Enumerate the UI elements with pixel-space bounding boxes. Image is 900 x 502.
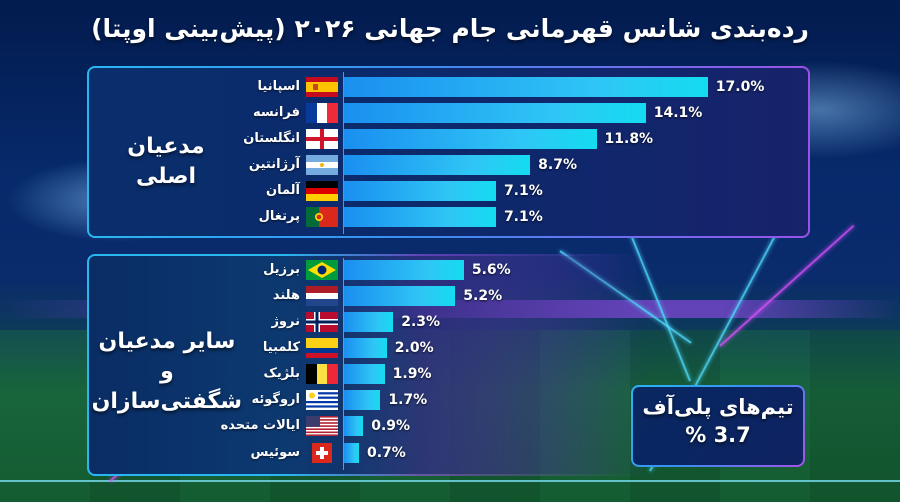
belgium-flag-icon (306, 364, 338, 384)
main-contenders-label: مدعیان اصلی (127, 134, 205, 189)
bar (344, 129, 597, 149)
bar-row: آلمان 7.1% (0, 180, 900, 205)
country-label: کلمبیا (262, 340, 300, 355)
country-label: بلژیک (263, 366, 300, 381)
chart-title: رده‌بندی شانس قهرمانی جام جهانی ۲۰۲۶ (پی… (91, 14, 809, 43)
bar-row: آرژانتین 8.7% (0, 154, 900, 179)
other-contenders-label: سایر مدعیان و شگفتی‌سازان (92, 327, 242, 417)
bar-row: نروژ 2.3% (0, 311, 900, 336)
bar (344, 312, 394, 332)
france-flag-icon (306, 103, 338, 123)
bar (344, 181, 496, 201)
bar-row: بلژیک 1.9% (0, 363, 900, 388)
country-label: هلند (272, 288, 300, 303)
bar-row: هلند 5.2% (0, 285, 900, 310)
other-contenders-label-line2: و شگفتی‌سازان (91, 359, 242, 414)
value-label: 7.1% (503, 183, 543, 199)
value-label: 5.2% (463, 288, 503, 304)
uruguay-flag-icon (306, 390, 338, 410)
bar-row: کلمبیا 2.0% (0, 337, 900, 362)
switzerland-flag-icon (306, 443, 338, 463)
bar (344, 416, 364, 436)
value-label: 0.7% (366, 445, 406, 461)
playoff-teams-box: تیم‌های پلی‌آف % 3.7 (631, 385, 805, 467)
value-label: 14.1% (653, 105, 703, 121)
germany-flag-icon (306, 181, 338, 201)
bar (344, 103, 646, 123)
usa-flag-icon (306, 416, 338, 436)
value-label: 8.7% (538, 157, 577, 173)
value-label: 17.0% (715, 79, 765, 95)
other-contenders-label-line1: سایر مدعیان (98, 329, 236, 354)
bar-row: فرانسه 14.1% (0, 102, 900, 127)
country-label: اسپانیا (257, 79, 301, 94)
bar (344, 77, 708, 97)
bar (344, 338, 387, 358)
spain-flag-icon (306, 77, 338, 97)
country-label: اروگوئه (251, 392, 301, 407)
bar (344, 390, 381, 410)
netherlands-flag-icon (306, 286, 338, 306)
country-label: آرژانتین (248, 157, 300, 172)
value-label: 11.8% (604, 131, 654, 147)
country-label: نروژ (271, 314, 300, 329)
bar (344, 260, 464, 280)
bar-row: ایالات متحده 0.9% (0, 415, 900, 440)
bar (344, 364, 385, 384)
value-label: 0.9% (371, 418, 411, 434)
bar-row: سوئیس 0.7% (0, 442, 900, 467)
bar (344, 443, 359, 463)
country-label: انگلستان (243, 131, 300, 146)
portugal-flag-icon (306, 207, 338, 227)
bar (344, 286, 456, 306)
bar-row: پرتغال 7.1% (0, 206, 900, 231)
country-label: فرانسه (252, 105, 300, 120)
value-label: 7.1% (503, 209, 543, 225)
bar-row: برزیل 5.6% (0, 259, 900, 284)
country-label: برزیل (263, 262, 300, 277)
bar (344, 207, 496, 227)
playoff-label: تیم‌های پلی‌آف (642, 395, 794, 419)
country-label: پرتغال (258, 209, 300, 224)
country-label: ایالات متحده (220, 418, 300, 433)
argentina-flag-icon (306, 155, 338, 175)
value-label: 2.3% (401, 314, 441, 330)
value-label: 5.6% (471, 262, 511, 278)
bar-row: انگلستان 11.8% (0, 128, 900, 153)
axis-line-other (343, 258, 344, 470)
country-label: سوئیس (250, 445, 301, 460)
playoff-value: % 3.7 (685, 423, 751, 447)
norway-flag-icon (306, 312, 338, 332)
colombia-flag-icon (306, 338, 338, 358)
value-label: 1.9% (392, 366, 432, 382)
country-label: آلمان (265, 183, 300, 198)
brazil-flag-icon (306, 260, 338, 280)
bar-row: اروگوئه 1.7% (0, 389, 900, 414)
value-label: 2.0% (394, 340, 434, 356)
pitch-line (0, 480, 900, 482)
bar (344, 155, 531, 175)
bar-row: اسپانیا 17.0% (0, 76, 900, 101)
england-flag-icon (306, 129, 338, 149)
value-label: 1.7% (388, 392, 428, 408)
axis-line-main (343, 72, 344, 234)
